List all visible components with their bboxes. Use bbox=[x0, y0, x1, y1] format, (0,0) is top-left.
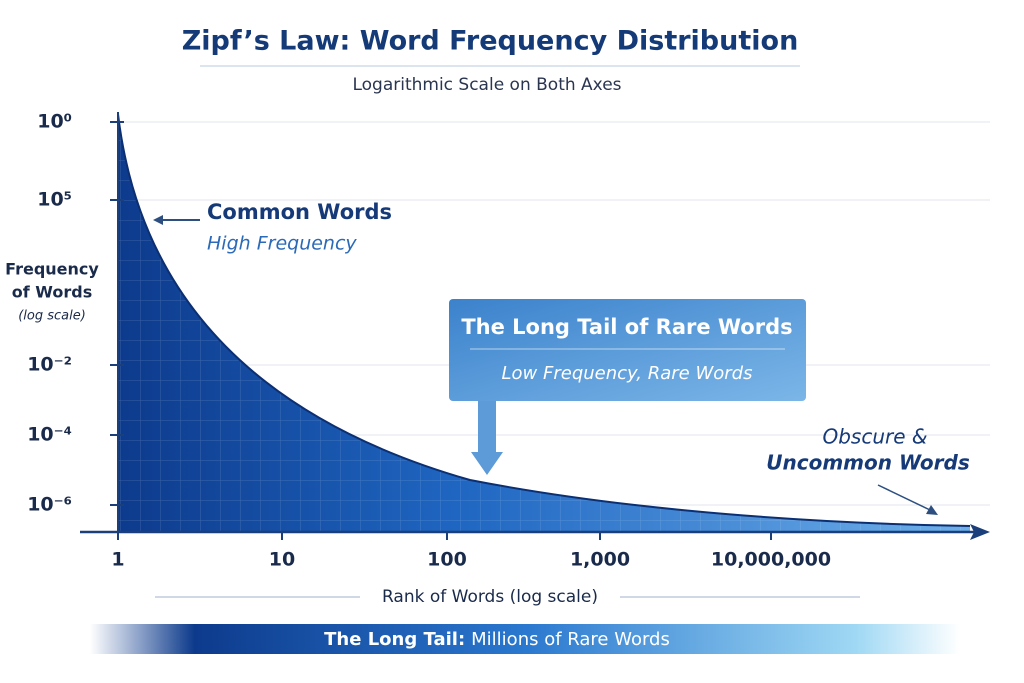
y-tick-label: 10⁵ bbox=[37, 189, 72, 211]
y-tick-label: 10⁻⁶ bbox=[27, 494, 72, 516]
footer-text: Millions of Rare Words bbox=[471, 629, 670, 650]
y-tick-label: 10⁰ bbox=[37, 111, 72, 133]
footer-bold: The Long Tail: bbox=[324, 629, 465, 650]
x-tick-label: 1,000 bbox=[570, 549, 630, 571]
x-tick-label: 1 bbox=[111, 549, 124, 571]
y-tick-label: 10⁻² bbox=[27, 354, 72, 376]
title: Zipf’s Law: Word Frequency Distribution bbox=[182, 26, 799, 57]
footer: The Long Tail: Millions of Rare Words bbox=[324, 629, 670, 650]
frequency-curve bbox=[117, 113, 971, 527]
x-tick-label: 100 bbox=[427, 549, 467, 571]
subtitle: Logarithmic Scale on Both Axes bbox=[352, 75, 621, 95]
callout-title: The Long Tail of Rare Words bbox=[461, 315, 792, 339]
x-tick-label: 10,000,000 bbox=[711, 549, 831, 571]
annotation-arrowhead bbox=[153, 215, 163, 225]
callout-box bbox=[449, 299, 806, 401]
annotation-text: Obscure & bbox=[822, 425, 927, 449]
y-axis-label: Frequency bbox=[5, 260, 99, 279]
x-axis-arrow bbox=[970, 524, 990, 540]
annotation-arrowhead bbox=[926, 505, 938, 515]
callout-subtitle: Low Frequency, Rare Words bbox=[502, 363, 753, 384]
annotation-arrow bbox=[877, 484, 931, 511]
annotation-text: Uncommon Words bbox=[766, 451, 970, 475]
y-axis-label: of Words bbox=[12, 283, 92, 302]
annotation-subtitle: High Frequency bbox=[207, 233, 357, 255]
y-axis-note: (log scale) bbox=[18, 309, 86, 324]
x-tick-label: 10 bbox=[269, 549, 295, 571]
footer-band bbox=[90, 624, 960, 654]
y-tick-label: 10⁻⁴ bbox=[27, 424, 72, 446]
callout-arrow bbox=[471, 401, 503, 475]
annotation-title: Common Words bbox=[207, 200, 392, 224]
x-axis-label: Rank of Words (log scale) bbox=[382, 587, 598, 607]
